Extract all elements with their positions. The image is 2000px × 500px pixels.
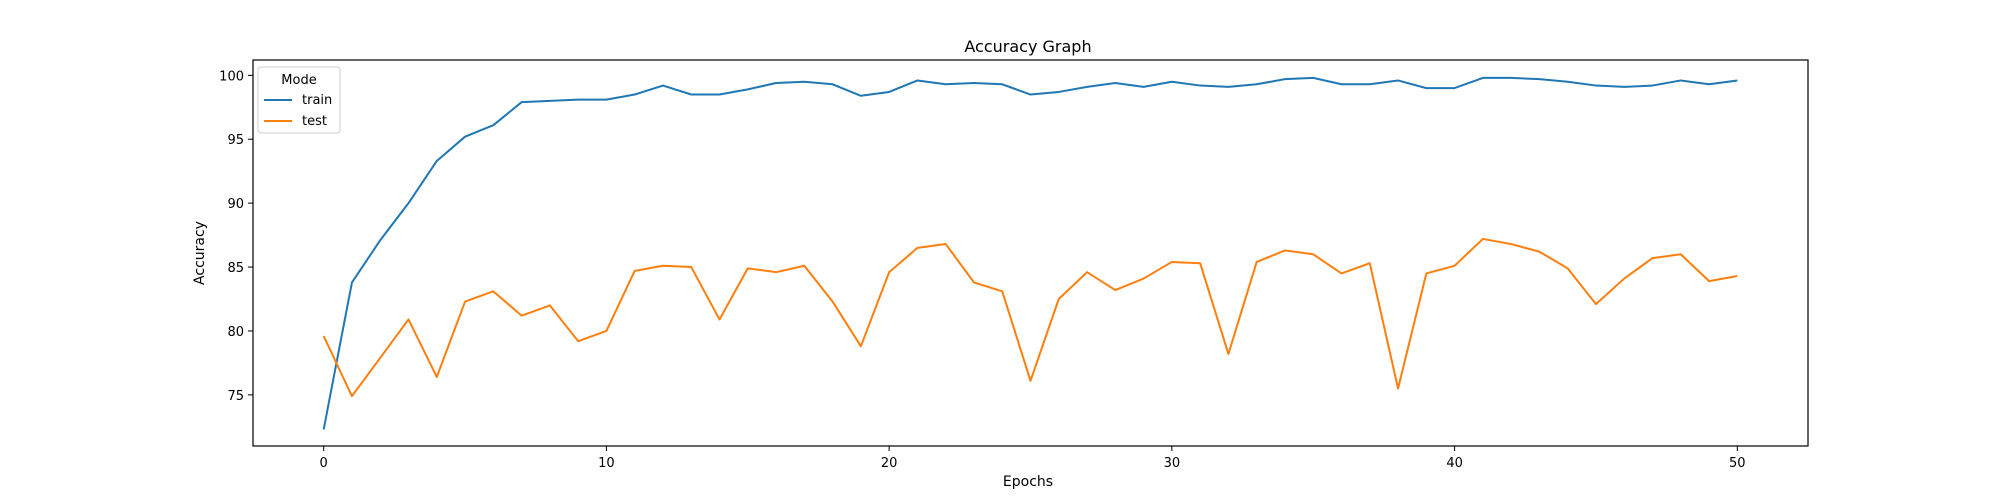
- y-tick-label: 80: [227, 325, 244, 340]
- plot-area: [322, 76, 1738, 430]
- x-tick-label: 40: [1446, 456, 1463, 471]
- y-axis: 75 80 85 90 95 100: [219, 69, 253, 404]
- legend-label-test: test: [302, 114, 327, 129]
- series-line-test: [322, 237, 1738, 398]
- legend-title: Mode: [281, 73, 316, 88]
- series-line-train: [322, 76, 1738, 430]
- legend-label-train: train: [302, 93, 332, 108]
- y-tick-label: 90: [227, 197, 244, 212]
- y-tick-label: 100: [219, 69, 244, 84]
- y-axis-label: Accuracy: [192, 221, 208, 285]
- x-tick-label: 10: [598, 456, 615, 471]
- x-axis: 0 10 20 30 40 50: [320, 446, 1746, 471]
- legend-box: [257, 66, 341, 134]
- plot-frame: [252, 59, 1809, 447]
- chart-title: Accuracy Graph: [964, 37, 1091, 56]
- x-tick-label: 30: [1164, 456, 1181, 471]
- x-tick-label: 50: [1729, 456, 1746, 471]
- x-axis-label: Epochs: [1003, 474, 1053, 490]
- y-tick-label: 95: [227, 133, 244, 148]
- legend: Mode train test: [257, 66, 341, 134]
- x-tick-label: 0: [320, 456, 328, 471]
- y-tick-label: 85: [227, 261, 244, 276]
- y-tick-label: 75: [227, 389, 244, 404]
- x-tick-label: 20: [881, 456, 898, 471]
